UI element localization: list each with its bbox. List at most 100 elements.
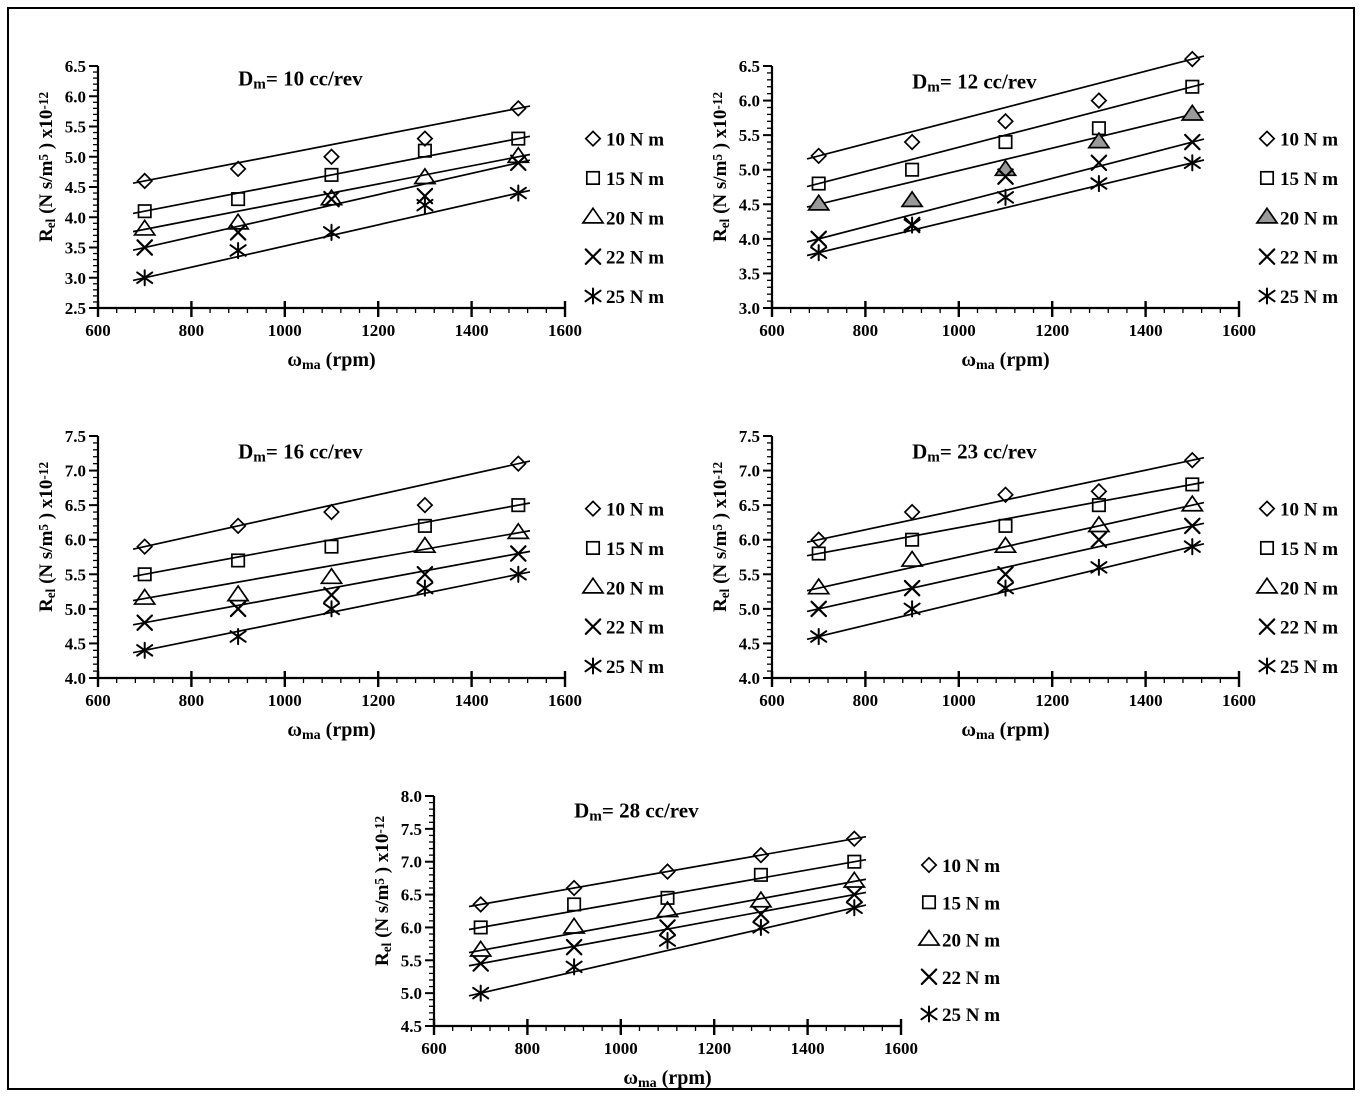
svg-text:Rel (N s/m5 ) x10-12: Rel (N s/m5 ) x10-12 xyxy=(36,462,58,612)
svg-text:4.0: 4.0 xyxy=(739,230,760,249)
svg-text:Rel (N s/m5 ) x10-12: Rel (N s/m5 ) x10-12 xyxy=(710,462,732,612)
svg-text:5.5: 5.5 xyxy=(401,951,422,970)
svg-text:1000: 1000 xyxy=(268,321,302,340)
svg-text:Dm= 23 cc/rev: Dm= 23 cc/rev xyxy=(912,439,1037,465)
svg-text:1200: 1200 xyxy=(697,1039,731,1058)
svg-text:1400: 1400 xyxy=(791,1039,825,1058)
svg-text:1000: 1000 xyxy=(942,691,976,710)
svg-text:20 N m: 20 N m xyxy=(606,208,664,229)
svg-text:Rel (N s/m5 ) x10-12: Rel (N s/m5 ) x10-12 xyxy=(710,92,732,242)
svg-text:10 N m: 10 N m xyxy=(606,130,664,151)
svg-text:5.0: 5.0 xyxy=(65,600,86,619)
svg-text:4.5: 4.5 xyxy=(401,1017,422,1036)
svg-text:4.5: 4.5 xyxy=(65,178,86,197)
svg-text:6.0: 6.0 xyxy=(65,531,86,550)
svg-text:1000: 1000 xyxy=(268,691,302,710)
svg-text:22 N m: 22 N m xyxy=(606,618,664,639)
svg-text:5.0: 5.0 xyxy=(739,161,760,180)
svg-text:7.5: 7.5 xyxy=(401,820,422,839)
svg-text:1200: 1200 xyxy=(361,321,395,340)
svg-text:10 N m: 10 N m xyxy=(1280,130,1338,151)
svg-text:22 N m: 22 N m xyxy=(1280,618,1338,639)
svg-text:Dm= 16 cc/rev: Dm= 16 cc/rev xyxy=(238,439,363,465)
svg-text:600: 600 xyxy=(759,321,785,340)
svg-text:ωma (rpm): ωma (rpm) xyxy=(287,349,375,373)
svg-text:1000: 1000 xyxy=(604,1039,638,1058)
svg-text:600: 600 xyxy=(421,1039,447,1058)
svg-text:1400: 1400 xyxy=(1129,691,1163,710)
svg-text:1600: 1600 xyxy=(548,691,582,710)
svg-text:6.5: 6.5 xyxy=(65,496,86,515)
svg-text:7.5: 7.5 xyxy=(739,427,760,446)
svg-text:15 N m: 15 N m xyxy=(606,539,664,560)
svg-text:1200: 1200 xyxy=(1035,691,1069,710)
svg-text:25 N m: 25 N m xyxy=(1280,657,1338,678)
svg-text:6.5: 6.5 xyxy=(739,496,760,515)
svg-text:25 N m: 25 N m xyxy=(1280,287,1338,308)
svg-text:10 N m: 10 N m xyxy=(606,500,664,521)
svg-text:15 N m: 15 N m xyxy=(1280,169,1338,190)
svg-text:ωma (rpm): ωma (rpm) xyxy=(961,349,1049,373)
svg-text:7.0: 7.0 xyxy=(739,462,760,481)
svg-text:Dm= 28 cc/rev: Dm= 28 cc/rev xyxy=(574,798,699,824)
svg-text:5.5: 5.5 xyxy=(739,565,760,584)
svg-text:1200: 1200 xyxy=(361,691,395,710)
svg-text:800: 800 xyxy=(853,691,879,710)
svg-text:6.5: 6.5 xyxy=(401,886,422,905)
svg-text:1600: 1600 xyxy=(884,1039,918,1058)
svg-text:15 N m: 15 N m xyxy=(1280,539,1338,560)
svg-text:600: 600 xyxy=(759,691,785,710)
svg-text:10 N m: 10 N m xyxy=(942,856,1000,877)
svg-text:3.5: 3.5 xyxy=(739,264,760,283)
svg-text:800: 800 xyxy=(853,321,879,340)
svg-text:15 N m: 15 N m xyxy=(942,893,1000,914)
svg-text:4.0: 4.0 xyxy=(65,669,86,688)
svg-text:7.0: 7.0 xyxy=(401,853,422,872)
svg-text:6.5: 6.5 xyxy=(65,57,86,76)
svg-text:5.0: 5.0 xyxy=(739,600,760,619)
svg-text:1600: 1600 xyxy=(548,321,582,340)
svg-text:3.0: 3.0 xyxy=(65,269,86,288)
svg-text:1600: 1600 xyxy=(1222,321,1256,340)
svg-text:5.5: 5.5 xyxy=(739,126,760,145)
svg-text:600: 600 xyxy=(85,691,111,710)
svg-text:20 N m: 20 N m xyxy=(606,578,664,599)
svg-text:25 N m: 25 N m xyxy=(606,287,664,308)
svg-text:6.0: 6.0 xyxy=(65,87,86,106)
svg-text:Rel (N s/m5 ) x10-12: Rel (N s/m5 ) x10-12 xyxy=(36,92,58,242)
svg-text:600: 600 xyxy=(85,321,111,340)
svg-text:1200: 1200 xyxy=(1035,321,1069,340)
svg-text:5.5: 5.5 xyxy=(65,565,86,584)
svg-text:6.0: 6.0 xyxy=(401,918,422,937)
svg-text:22 N m: 22 N m xyxy=(606,248,664,269)
svg-text:800: 800 xyxy=(179,321,205,340)
svg-text:1000: 1000 xyxy=(942,321,976,340)
svg-text:6.0: 6.0 xyxy=(739,92,760,111)
svg-text:15 N m: 15 N m xyxy=(606,169,664,190)
svg-text:1400: 1400 xyxy=(455,321,489,340)
svg-text:5.0: 5.0 xyxy=(401,984,422,1003)
svg-text:8.0: 8.0 xyxy=(401,787,422,806)
svg-text:3.0: 3.0 xyxy=(739,299,760,318)
svg-text:Dm= 12 cc/rev: Dm= 12 cc/rev xyxy=(912,69,1037,95)
svg-text:ωma (rpm): ωma (rpm) xyxy=(623,1067,711,1091)
svg-text:800: 800 xyxy=(179,691,205,710)
svg-text:ωma (rpm): ωma (rpm) xyxy=(961,719,1049,743)
svg-text:4.0: 4.0 xyxy=(65,208,86,227)
svg-text:1400: 1400 xyxy=(1129,321,1163,340)
svg-text:22 N m: 22 N m xyxy=(942,968,1000,989)
svg-text:Dm= 10 cc/rev: Dm= 10 cc/rev xyxy=(238,67,363,93)
svg-text:7.5: 7.5 xyxy=(65,427,86,446)
svg-text:4.5: 4.5 xyxy=(739,195,760,214)
svg-text:5.0: 5.0 xyxy=(65,148,86,167)
svg-text:20 N m: 20 N m xyxy=(1280,208,1338,229)
svg-text:Rel (N s/m5 ) x10-12: Rel (N s/m5 ) x10-12 xyxy=(372,816,394,966)
svg-text:2.5: 2.5 xyxy=(65,299,86,318)
svg-text:4.0: 4.0 xyxy=(739,669,760,688)
svg-text:25 N m: 25 N m xyxy=(606,657,664,678)
svg-text:1400: 1400 xyxy=(455,691,489,710)
svg-text:1600: 1600 xyxy=(1222,691,1256,710)
svg-text:20 N m: 20 N m xyxy=(1280,578,1338,599)
svg-text:3.5: 3.5 xyxy=(65,239,86,258)
svg-text:4.5: 4.5 xyxy=(65,634,86,653)
